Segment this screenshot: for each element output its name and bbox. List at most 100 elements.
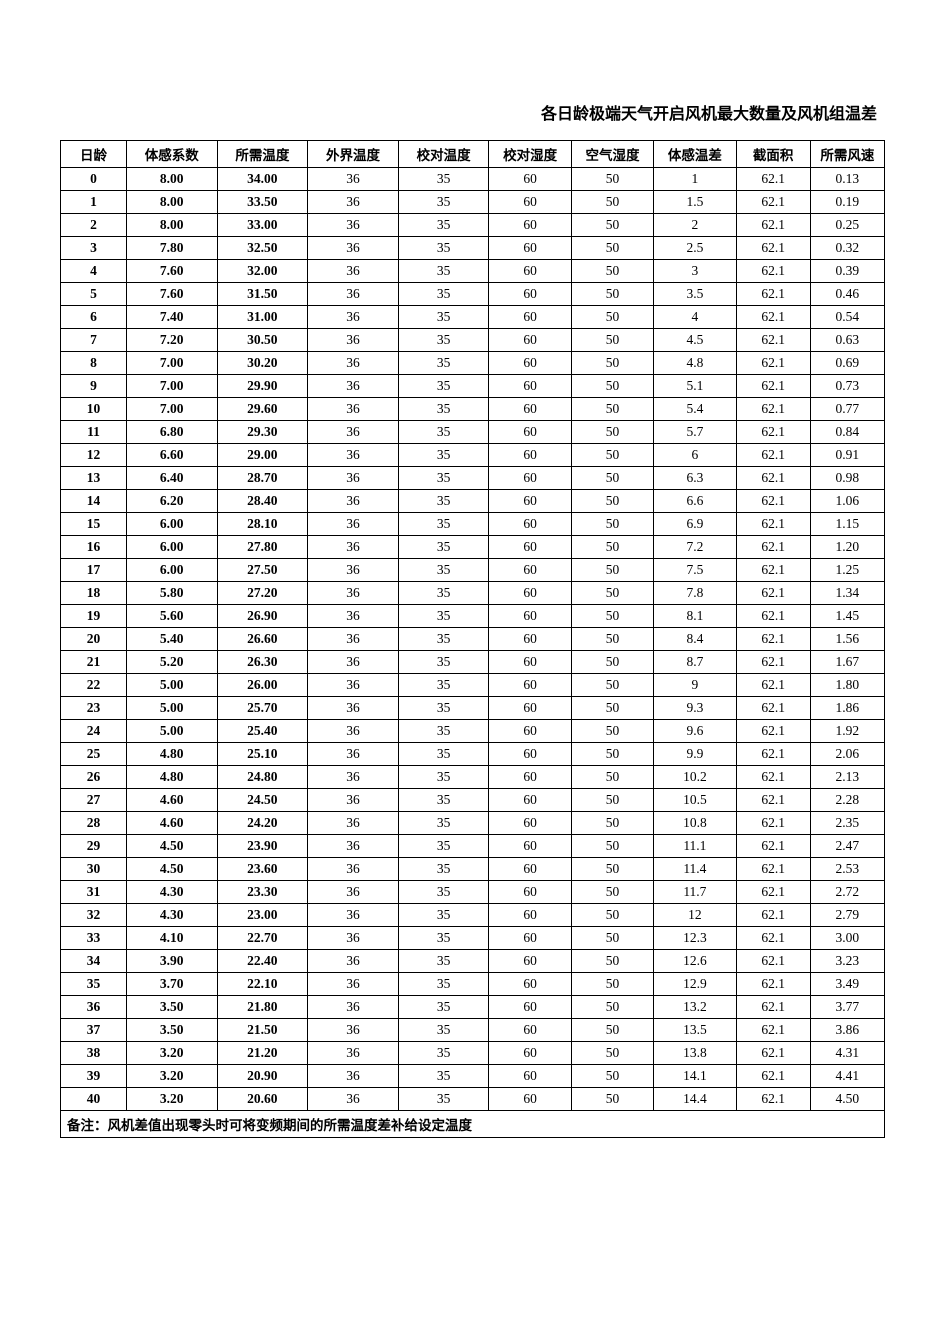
table-cell: 31.50 <box>217 283 308 306</box>
table-row: 77.2030.50363560504.562.10.63 <box>61 329 885 352</box>
table-cell: 35 <box>398 927 489 950</box>
table-cell: 0.54 <box>810 306 884 329</box>
table-cell: 7.40 <box>126 306 217 329</box>
table-row: 136.4028.70363560506.362.10.98 <box>61 467 885 490</box>
table-cell: 36 <box>308 996 399 1019</box>
table-cell: 62.1 <box>736 973 810 996</box>
table-cell: 35 <box>398 329 489 352</box>
table-cell: 20 <box>61 628 127 651</box>
table-cell: 50 <box>571 191 653 214</box>
table-cell: 30.20 <box>217 352 308 375</box>
table-cell: 50 <box>571 237 653 260</box>
table-cell: 4.80 <box>126 743 217 766</box>
table-cell: 4.5 <box>654 329 736 352</box>
table-cell: 0.25 <box>810 214 884 237</box>
table-cell: 6.00 <box>126 513 217 536</box>
table-cell: 35 <box>398 674 489 697</box>
table-cell: 50 <box>571 858 653 881</box>
table-cell: 3.23 <box>810 950 884 973</box>
table-cell: 24.20 <box>217 812 308 835</box>
table-cell: 50 <box>571 628 653 651</box>
table-cell: 13.8 <box>654 1042 736 1065</box>
table-cell: 4.80 <box>126 766 217 789</box>
table-row: 156.0028.10363560506.962.11.15 <box>61 513 885 536</box>
table-cell: 35 <box>398 375 489 398</box>
table-cell: 50 <box>571 559 653 582</box>
table-cell: 36 <box>308 490 399 513</box>
table-cell: 3.50 <box>126 996 217 1019</box>
table-cell: 7.80 <box>126 237 217 260</box>
table-cell: 62.1 <box>736 513 810 536</box>
table-cell: 6 <box>654 444 736 467</box>
table-cell: 50 <box>571 927 653 950</box>
table-cell: 3.5 <box>654 283 736 306</box>
table-cell: 62.1 <box>736 766 810 789</box>
table-cell: 21 <box>61 651 127 674</box>
table-cell: 12.3 <box>654 927 736 950</box>
table-cell: 1.25 <box>810 559 884 582</box>
table-cell: 35 <box>398 950 489 973</box>
table-cell: 35 <box>398 1065 489 1088</box>
table-header-cell: 外界温度 <box>308 141 399 168</box>
table-cell: 35 <box>398 1088 489 1111</box>
table-cell: 18 <box>61 582 127 605</box>
table-cell: 35 <box>398 467 489 490</box>
table-cell: 6.6 <box>654 490 736 513</box>
table-cell: 0.32 <box>810 237 884 260</box>
table-cell: 1.45 <box>810 605 884 628</box>
table-cell: 23.60 <box>217 858 308 881</box>
table-cell: 28.40 <box>217 490 308 513</box>
table-cell: 60 <box>489 743 571 766</box>
table-cell: 4.30 <box>126 904 217 927</box>
table-cell: 60 <box>489 1065 571 1088</box>
table-cell: 2.47 <box>810 835 884 858</box>
table-cell: 1 <box>61 191 127 214</box>
table-cell: 17 <box>61 559 127 582</box>
table-cell: 60 <box>489 398 571 421</box>
table-row: 116.8029.30363560505.762.10.84 <box>61 421 885 444</box>
table-cell: 36 <box>308 237 399 260</box>
table-cell: 1.92 <box>810 720 884 743</box>
table-cell: 50 <box>571 1065 653 1088</box>
table-cell: 13 <box>61 467 127 490</box>
table-cell: 11.4 <box>654 858 736 881</box>
table-cell: 36 <box>308 1019 399 1042</box>
table-cell: 24 <box>61 720 127 743</box>
table-cell: 23.00 <box>217 904 308 927</box>
table-cell: 36 <box>308 766 399 789</box>
table-cell: 50 <box>571 214 653 237</box>
table-cell: 62.1 <box>736 306 810 329</box>
table-cell: 62.1 <box>736 260 810 283</box>
table-row: 67.4031.0036356050462.10.54 <box>61 306 885 329</box>
table-cell: 62.1 <box>736 697 810 720</box>
table-cell: 9.6 <box>654 720 736 743</box>
table-cell: 14.1 <box>654 1065 736 1088</box>
table-header-cell: 校对湿度 <box>489 141 571 168</box>
table-cell: 2 <box>61 214 127 237</box>
table-cell: 62.1 <box>736 283 810 306</box>
table-cell: 60 <box>489 352 571 375</box>
table-cell: 7.00 <box>126 375 217 398</box>
table-cell: 62.1 <box>736 237 810 260</box>
table-cell: 23.30 <box>217 881 308 904</box>
table-row: 294.5023.903635605011.162.12.47 <box>61 835 885 858</box>
table-row: 28.0033.0036356050262.10.25 <box>61 214 885 237</box>
table-cell: 60 <box>489 789 571 812</box>
table-cell: 7.20 <box>126 329 217 352</box>
table-cell: 35 <box>398 881 489 904</box>
table-cell: 4.50 <box>126 835 217 858</box>
table-cell: 0.46 <box>810 283 884 306</box>
table-cell: 62.1 <box>736 214 810 237</box>
table-cell: 0.91 <box>810 444 884 467</box>
table-cell: 6.20 <box>126 490 217 513</box>
table-cell: 19 <box>61 605 127 628</box>
table-cell: 0.84 <box>810 421 884 444</box>
table-cell: 50 <box>571 835 653 858</box>
table-cell: 36 <box>308 628 399 651</box>
table-cell: 35 <box>398 651 489 674</box>
table-cell: 25.40 <box>217 720 308 743</box>
table-cell: 62.1 <box>736 398 810 421</box>
table-cell: 36 <box>308 467 399 490</box>
table-cell: 62.1 <box>736 1019 810 1042</box>
table-cell: 60 <box>489 283 571 306</box>
